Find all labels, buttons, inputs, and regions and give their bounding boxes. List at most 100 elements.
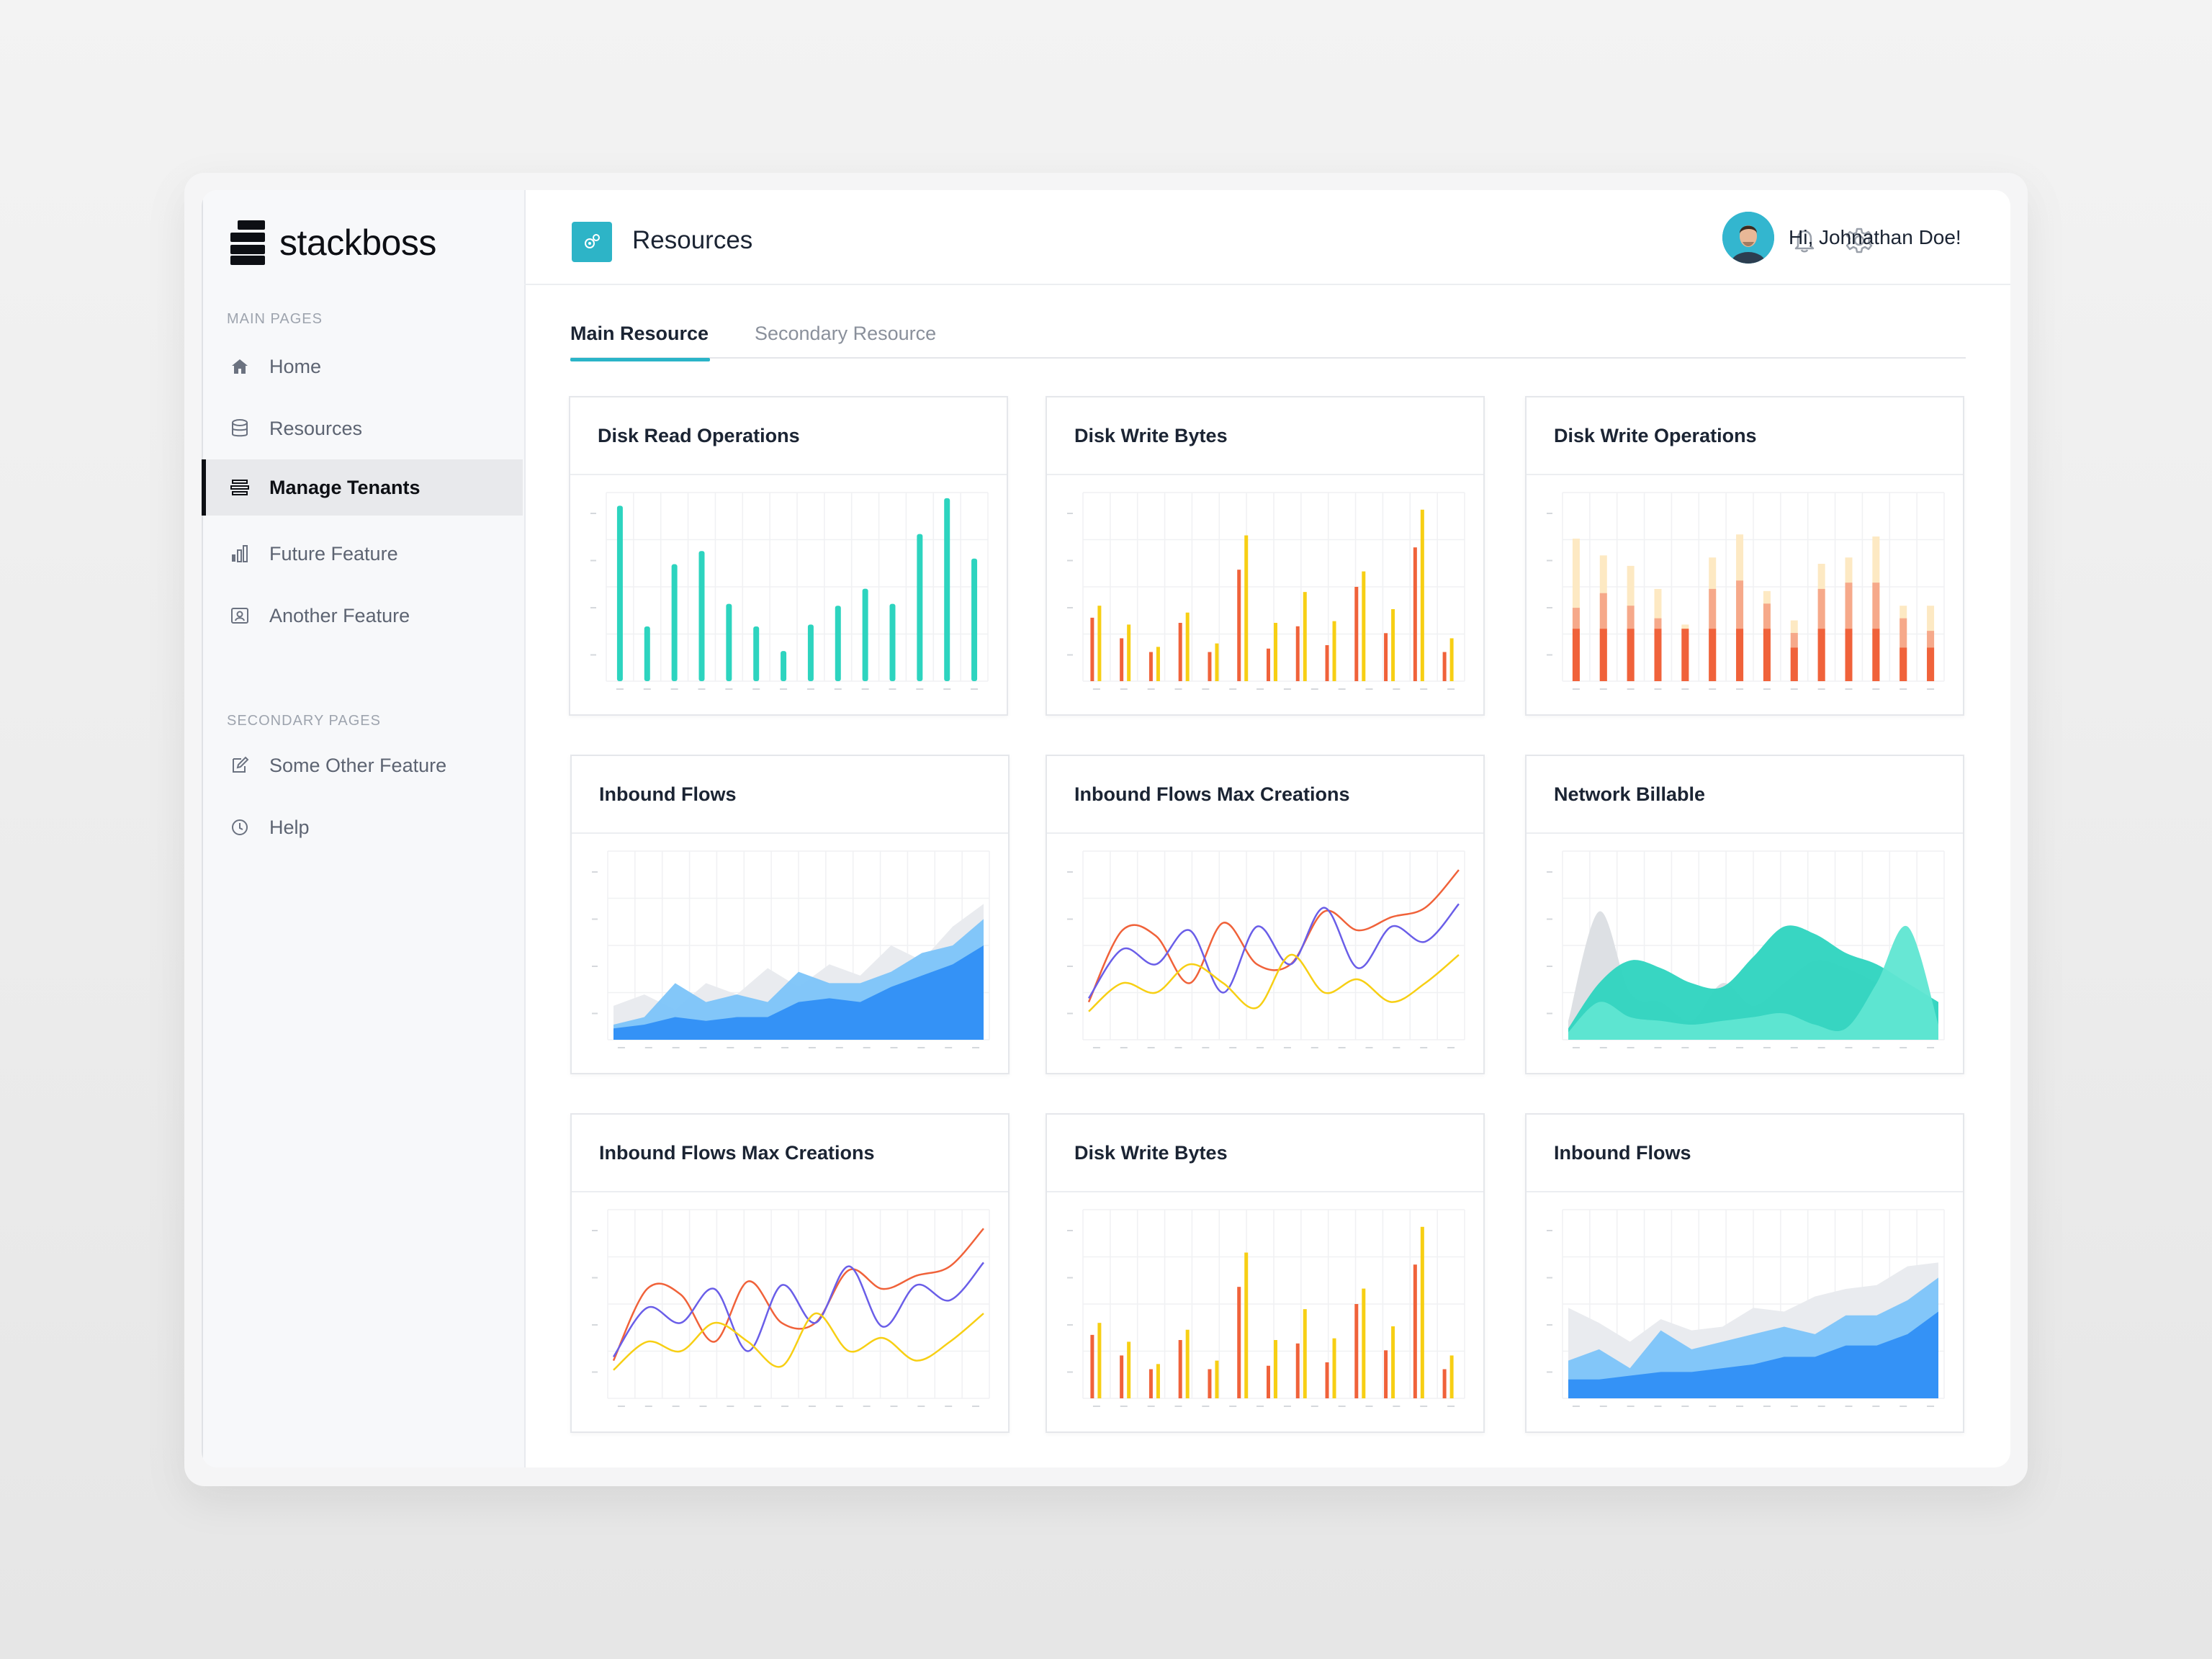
help-icon (229, 817, 251, 838)
bar (1185, 612, 1190, 681)
x-tick (1393, 688, 1401, 690)
bar (1354, 1304, 1359, 1398)
sidebar-item-label: Future Feature (269, 542, 398, 565)
x-tick (1283, 1047, 1291, 1048)
logo[interactable]: stackboss (230, 220, 436, 265)
bar (862, 588, 868, 681)
x-tick (781, 1406, 789, 1407)
chart-grid (1067, 492, 1465, 690)
x-tick (806, 688, 814, 690)
inbound-flows-chart (1547, 1209, 1945, 1407)
brand-name: stackboss (279, 222, 436, 263)
bar (1817, 629, 1825, 681)
tab-secondary-resource[interactable]: Secondary Resource (755, 323, 936, 345)
y-tick (592, 1324, 598, 1326)
bar (1420, 1226, 1424, 1398)
inbound-flows-max-creations-chart (592, 1209, 990, 1407)
bar (1332, 1338, 1336, 1398)
tab-main-resource[interactable]: Main Resource (570, 323, 710, 361)
x-tick (1899, 1047, 1907, 1048)
x-tick (1872, 688, 1880, 690)
bar (1127, 1341, 1131, 1398)
x-tick (699, 1406, 707, 1407)
card-title: Disk Write Bytes (1074, 1141, 1228, 1164)
x-tick (1572, 1047, 1580, 1048)
sidebar-item-resources[interactable]: Resources (202, 400, 523, 457)
bar (1736, 629, 1744, 681)
chart-card[interactable]: Disk Read Operations (569, 396, 1008, 716)
sidebar-item-future-feature[interactable]: Future Feature (202, 526, 523, 582)
line-series (612, 1262, 984, 1358)
x-tick (1790, 1047, 1798, 1048)
y-tick (1547, 1277, 1552, 1279)
chart-card[interactable]: Inbound Flows Max Creations (570, 1113, 1010, 1433)
line-series (1087, 903, 1460, 999)
bar (1354, 587, 1359, 681)
x-tick (1599, 1406, 1607, 1407)
x-tick (1627, 1406, 1635, 1407)
gear-icon[interactable] (1843, 225, 1875, 256)
chart-card[interactable]: Inbound Flows Max Creations (1046, 755, 1485, 1074)
inbound-flows-max-creations-chart (1067, 850, 1465, 1048)
x-tick (917, 1047, 925, 1048)
top-header: Resources Hi, Johnathan Doe! (524, 190, 2010, 285)
x-tick (808, 1047, 816, 1048)
y-tick (590, 607, 596, 608)
chart-card[interactable]: Disk Write Bytes (1046, 1113, 1485, 1433)
x-tick (1147, 688, 1155, 690)
x-tick (1283, 688, 1291, 690)
tab-bar: Main Resource Secondary Resource (570, 311, 1966, 361)
bar (971, 558, 978, 681)
chart-card[interactable]: Disk Write Operations (1525, 396, 1964, 716)
bar (1097, 606, 1102, 681)
bar (1413, 1264, 1417, 1398)
card-title: Disk Write Bytes (1074, 424, 1228, 446)
line-series (1087, 869, 1460, 1003)
x-tick (1120, 1406, 1128, 1407)
chart-card[interactable]: Network Billable (1525, 755, 1964, 1074)
bar (1237, 570, 1241, 681)
sidebar-item-some-other-feature[interactable]: Some Other Feature (202, 737, 523, 793)
bar (1090, 1334, 1094, 1398)
x-tick (1681, 1047, 1689, 1048)
x-tick (1872, 1406, 1880, 1407)
y-tick (1547, 654, 1552, 656)
x-tick (1627, 1047, 1635, 1048)
sidebar-item-another-feature[interactable]: Another Feature (202, 588, 523, 644)
bar (1097, 1323, 1102, 1398)
x-tick (890, 1047, 898, 1048)
x-tick (1817, 1406, 1825, 1407)
bar (1120, 638, 1124, 681)
bar-chart-icon (229, 543, 251, 565)
y-tick (590, 559, 596, 562)
y-tick (1067, 654, 1073, 656)
bar (1442, 652, 1447, 681)
x-tick (1599, 1047, 1607, 1048)
x-tick (672, 1406, 680, 1407)
avatar[interactable] (1722, 212, 1774, 264)
page-icon (572, 222, 612, 262)
y-tick (1547, 607, 1552, 608)
x-tick (1310, 1047, 1318, 1048)
x-tick (1845, 1406, 1853, 1407)
sidebar-item-home[interactable]: Home (202, 338, 523, 395)
sidebar: stackboss MAIN PAGES Home Resources Mana… (202, 190, 526, 1467)
chart-card[interactable]: Disk Write Bytes (1046, 396, 1485, 716)
x-tick (1256, 1047, 1264, 1048)
sidebar-item-manage-tenants[interactable]: Manage Tenants (202, 459, 523, 516)
bar (644, 626, 650, 681)
bar (1413, 547, 1417, 681)
bell-icon[interactable] (1789, 225, 1820, 256)
chart-card[interactable]: Inbound Flows (570, 755, 1010, 1074)
chart-card[interactable]: Inbound Flows (1525, 1113, 1964, 1433)
sidebar-item-help[interactable]: Help (202, 799, 523, 855)
x-tick (863, 1047, 871, 1048)
x-tick (1872, 1047, 1880, 1048)
x-tick (1174, 1406, 1182, 1407)
tab-label: Secondary Resource (755, 323, 937, 344)
user-greeting[interactable]: Hi, Johnathan Doe! (1789, 226, 1961, 248)
bar (1420, 509, 1424, 681)
x-tick (1365, 688, 1373, 690)
x-tick (1654, 1406, 1662, 1407)
y-tick (1547, 559, 1552, 562)
